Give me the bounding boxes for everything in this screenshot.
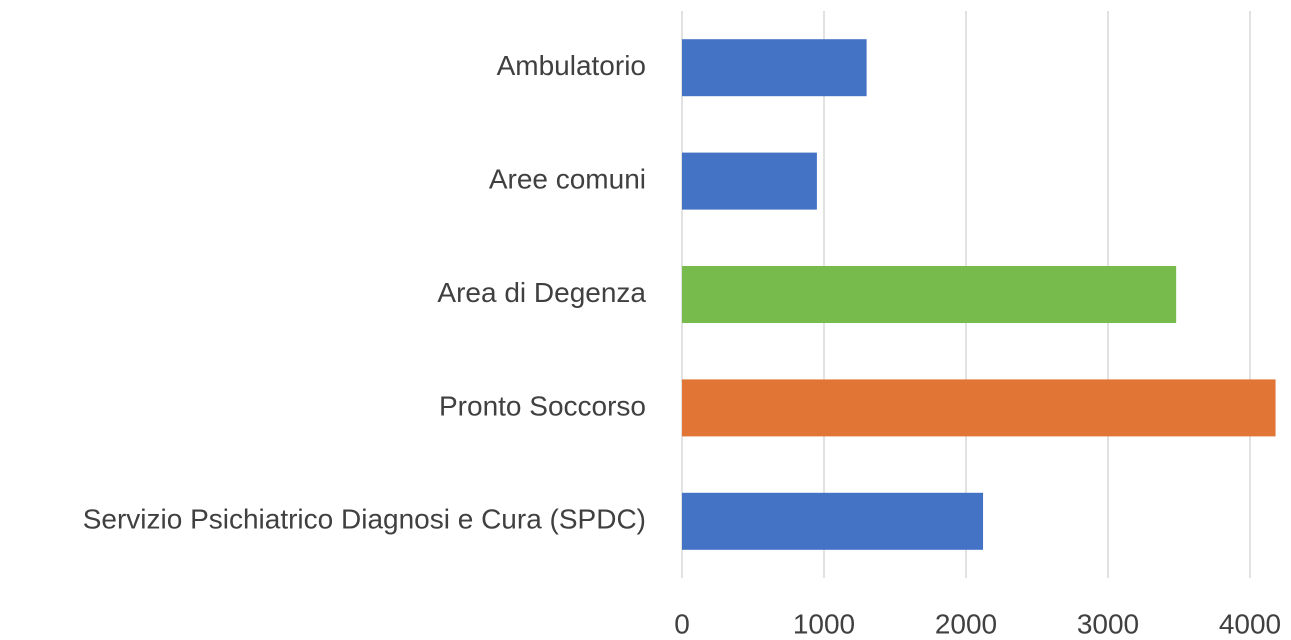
y-tick-label: Area di Degenza — [437, 277, 646, 308]
bar — [682, 492, 984, 550]
y-tick-label: Aree comuni — [489, 163, 646, 194]
y-tick-label: Pronto Soccorso — [439, 390, 646, 421]
x-tick-label: 2000 — [935, 608, 997, 639]
x-tick-label: 4000 — [1219, 608, 1281, 639]
bar — [682, 39, 867, 97]
y-tick-label: Servizio Psichiatrico Diagnosi e Cura (S… — [83, 504, 646, 535]
x-tick-label: 0 — [674, 608, 690, 639]
bar — [682, 379, 1276, 437]
y-tick-label: Ambulatorio — [497, 50, 646, 81]
x-tick-label: 3000 — [1077, 608, 1139, 639]
bar — [682, 266, 1177, 323]
x-tick-label: 1000 — [793, 608, 855, 639]
bar — [682, 152, 817, 210]
